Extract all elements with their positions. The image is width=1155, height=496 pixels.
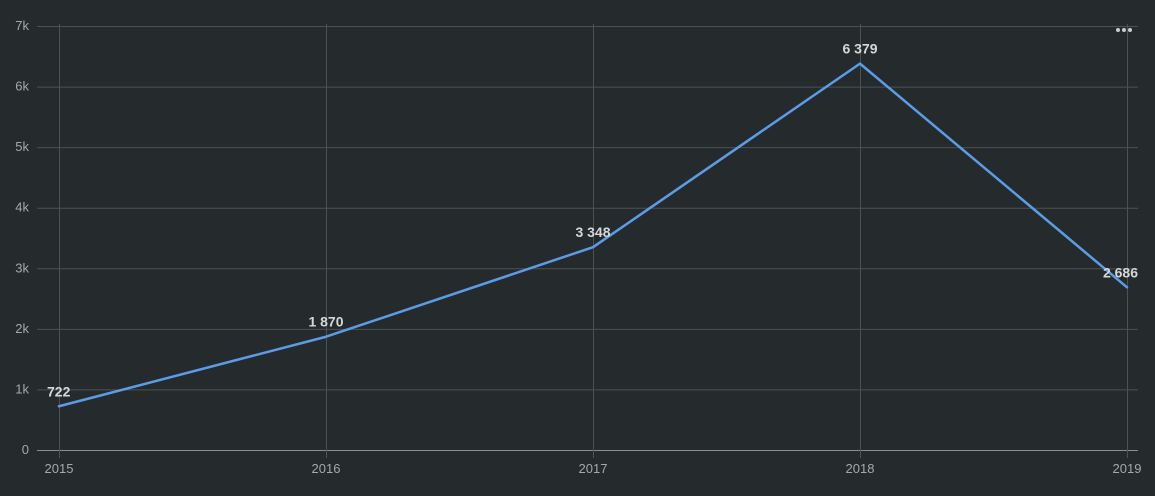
y-tick-label: 6k	[15, 79, 29, 94]
data-label: 1 870	[308, 314, 343, 330]
y-tick-label: 0	[22, 442, 29, 457]
more-horizontal-icon-dot	[1122, 28, 1126, 32]
x-tick-label: 2015	[45, 461, 74, 476]
x-tick-label: 2016	[312, 461, 341, 476]
y-tick-label: 2k	[15, 321, 29, 336]
series-line	[57, 62, 1129, 408]
y-tick-label: 1k	[15, 381, 29, 396]
more-horizontal-icon-dot	[1128, 28, 1132, 32]
data-label: 722	[47, 383, 71, 399]
data-label: 3 348	[575, 224, 610, 240]
data-label: 2 686	[1103, 264, 1138, 280]
y-tick-label: 5k	[15, 139, 29, 154]
x-tick-label: 2018	[846, 461, 875, 476]
more-horizontal-icon	[1116, 28, 1120, 32]
data-label: 6 379	[842, 41, 877, 57]
x-tick-label: 2017	[579, 461, 608, 476]
y-tick-label: 3k	[15, 260, 29, 275]
y-tick-label: 7k	[15, 18, 29, 33]
x-tick-label: 2019	[1113, 461, 1142, 476]
chart-menu-button[interactable]	[1113, 22, 1135, 38]
y-tick-label: 4k	[15, 200, 29, 215]
